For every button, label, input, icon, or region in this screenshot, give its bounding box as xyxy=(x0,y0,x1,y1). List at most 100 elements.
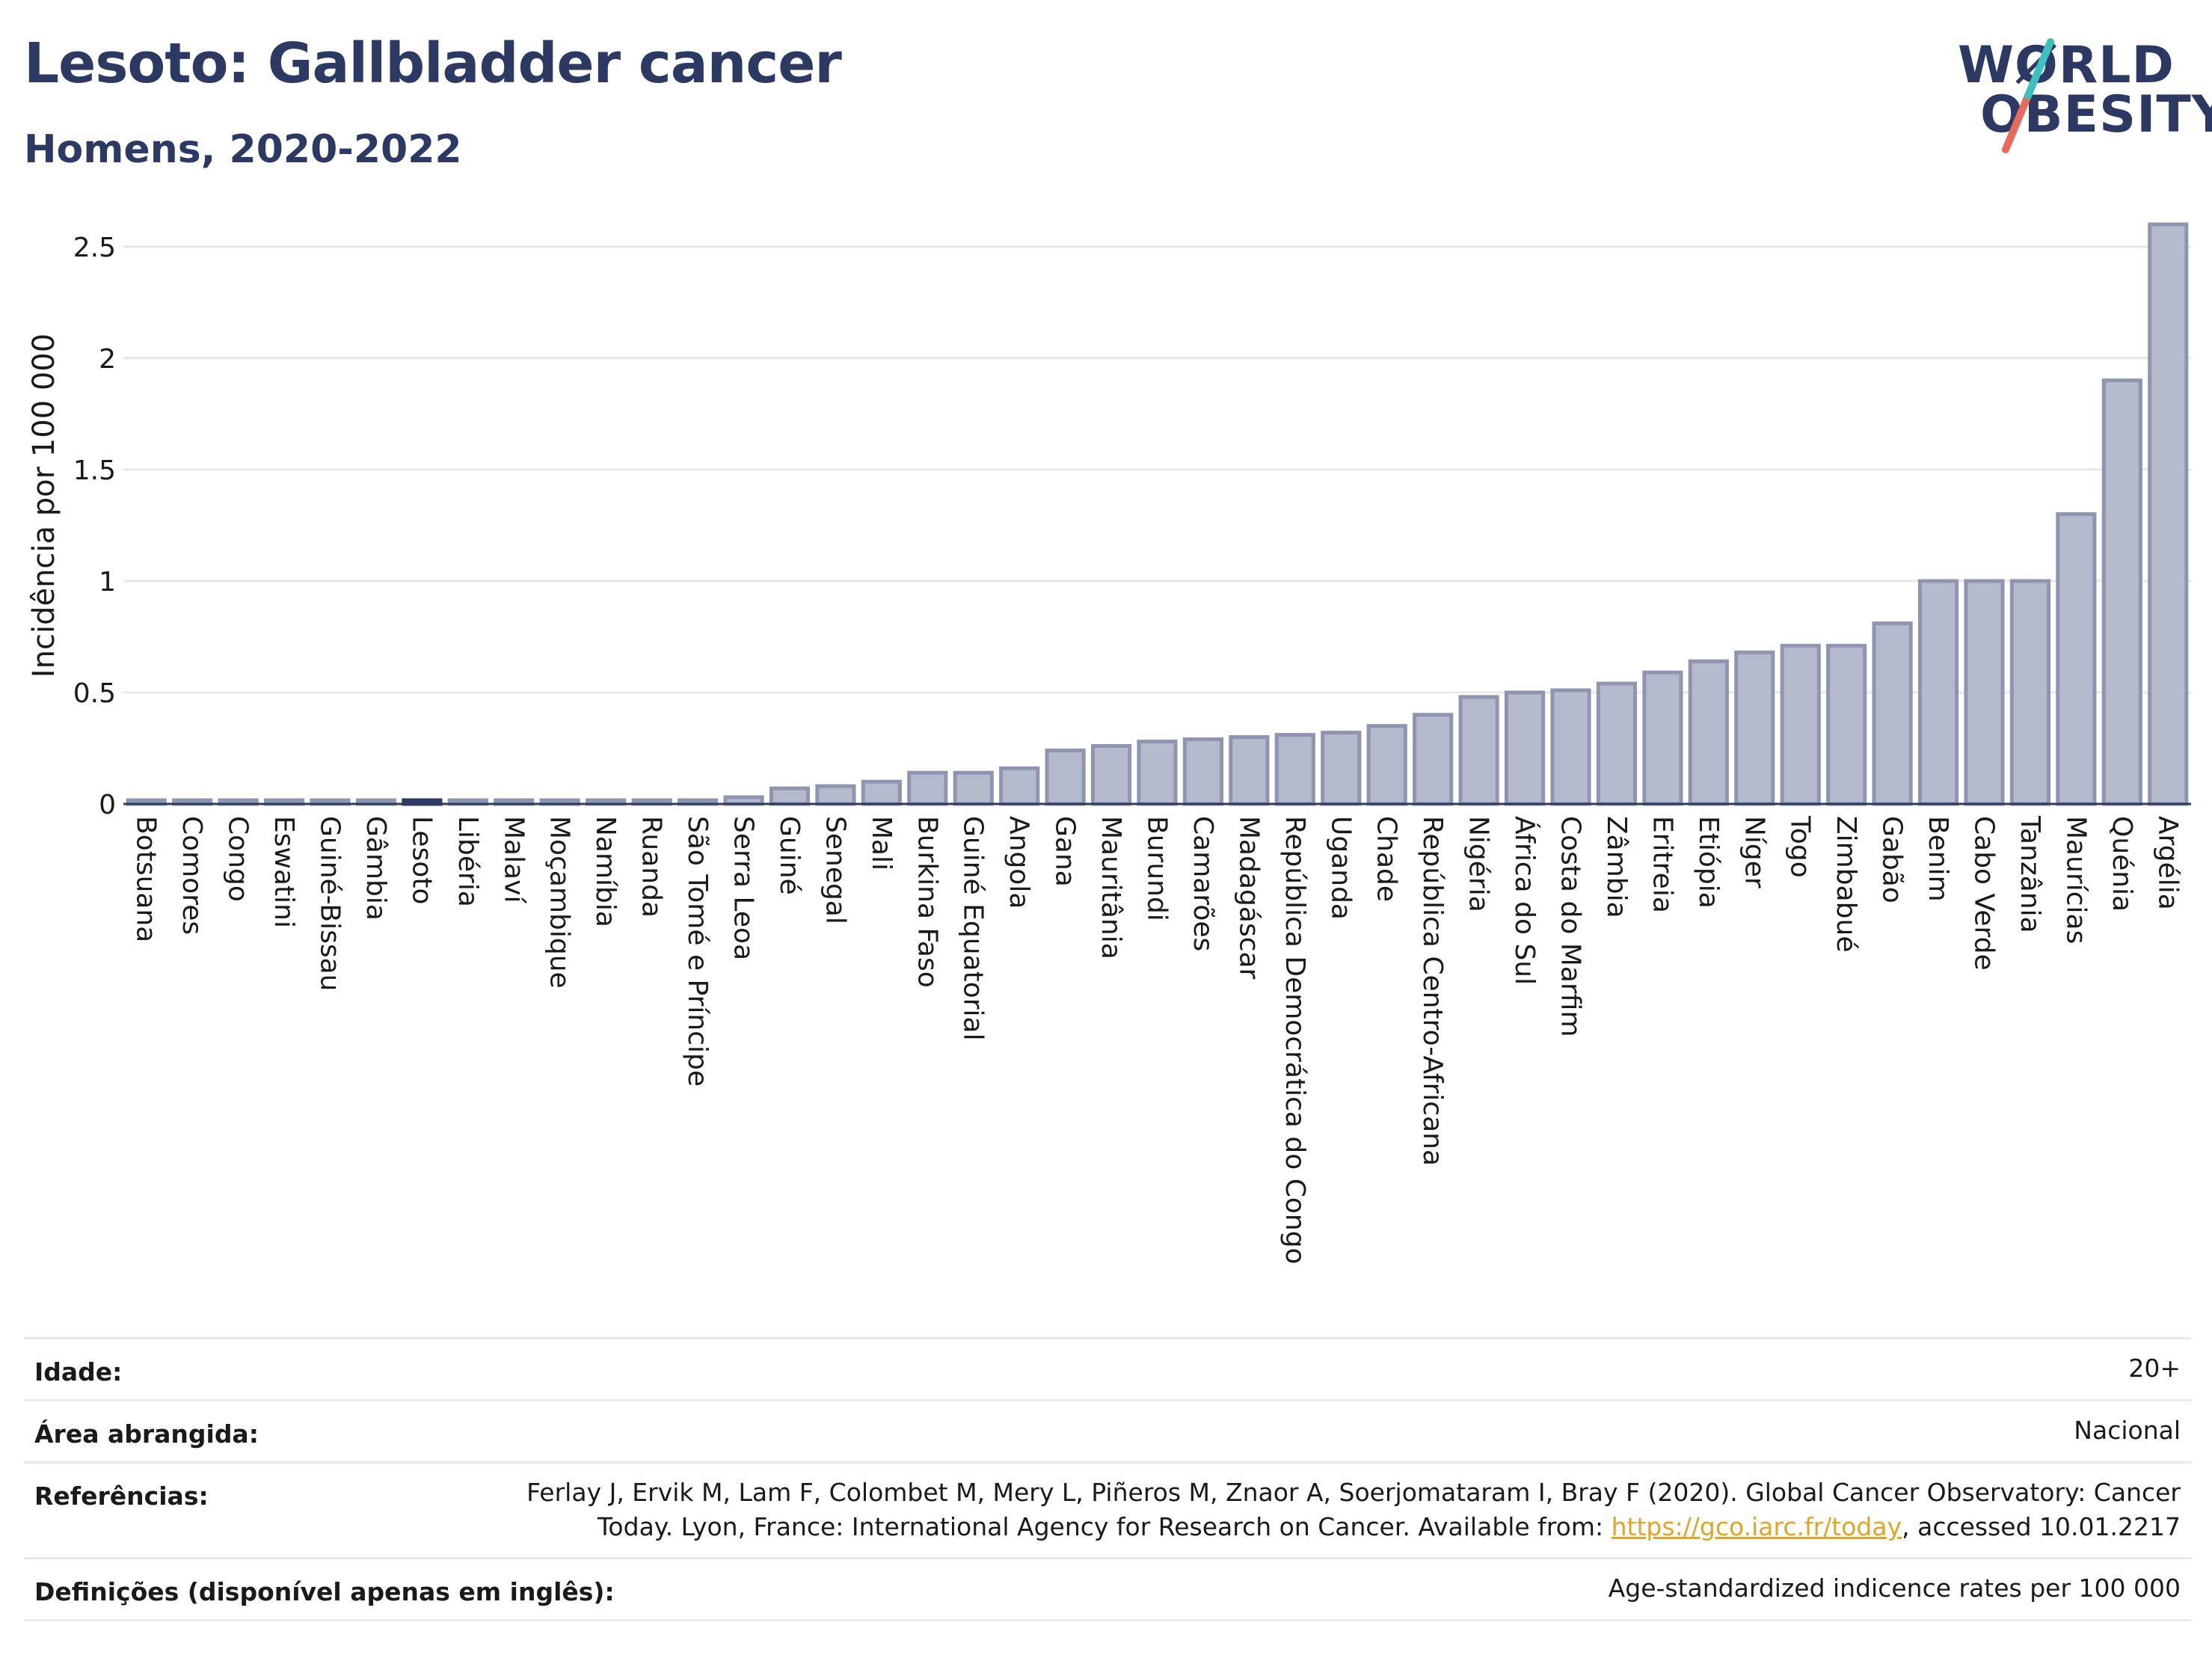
x-tick-label: Guiné-Bissau xyxy=(315,816,345,991)
x-tick-label: Zâmbia xyxy=(1601,816,1632,918)
x-tick-label: Senegal xyxy=(820,816,850,924)
bar-cabo-verde[interactable] xyxy=(1964,579,2005,806)
bar-guin-equatorial[interactable] xyxy=(953,770,994,806)
bar-tanz-nia[interactable] xyxy=(2009,579,2051,806)
reference-line-1: Ferlay J, Ervik M, Lam F, Colombet M, Me… xyxy=(526,1478,2181,1507)
logo-slash-icon xyxy=(2002,38,2054,153)
world-obesity-logo[interactable]: WØRLD OBESITY xyxy=(1944,30,2212,157)
info-row-definitions: Definições (disponível apenas em inglês)… xyxy=(24,1557,2191,1621)
bar-gana[interactable] xyxy=(1045,748,1086,806)
bar-eti-pia[interactable] xyxy=(1688,659,1729,806)
x-axis-tick-labels: Botsuana Comores Congo Eswatini Guiné-Bissau… xyxy=(131,815,2184,1265)
y-tick-label: 2.5 xyxy=(73,233,116,263)
bar-qu-nia[interactable] xyxy=(2101,378,2142,806)
reference-line-2: Today. Lyon, France: International Agenc… xyxy=(526,1510,2181,1544)
x-tick-label: Benim xyxy=(1923,816,1953,902)
bar-n-ger[interactable] xyxy=(1734,650,1775,806)
info-value: Ferlay J, Ervik M, Lam F, Colombet M, Me… xyxy=(526,1476,2181,1544)
x-tick-label: Eswatini xyxy=(268,816,299,928)
x-tick-label: Comores xyxy=(176,816,207,935)
x-tick-label: Gâmbia xyxy=(360,816,391,921)
x-tick-label: Madagáscar xyxy=(1233,816,1264,980)
x-tick-label: Libéria xyxy=(452,816,483,907)
bar-benim[interactable] xyxy=(1917,579,1959,806)
bar-guin-[interactable] xyxy=(769,786,811,806)
info-row-area: Área abrangida: Nacional xyxy=(24,1399,2191,1461)
x-tick-label: República Democrática do Congo xyxy=(1279,816,1310,1265)
bar-camar-es[interactable] xyxy=(1182,737,1224,806)
x-tick-label: Moçambique xyxy=(544,816,575,989)
x-tick-label: África do Sul xyxy=(1509,816,1540,985)
reference-link[interactable]: https://gco.iarc.fr/today xyxy=(1611,1512,1902,1541)
bar-rep-blica-democr-tica-do-congo[interactable] xyxy=(1274,733,1315,806)
y-tick-label: 1 xyxy=(99,567,116,598)
x-tick-label: Costa do Marfim xyxy=(1555,816,1586,1037)
x-tick-label: Botsuana xyxy=(131,816,162,942)
bar-maur-cias[interactable] xyxy=(2056,512,2097,806)
bar-chade[interactable] xyxy=(1366,724,1407,806)
x-tick-label: Burkina Faso xyxy=(912,816,942,988)
bar-gab-o[interactable] xyxy=(1872,621,1913,806)
x-tick-label: Namíbia xyxy=(590,816,621,927)
x-tick-label: Uganda xyxy=(1325,816,1356,920)
bar--frica-do-sul[interactable] xyxy=(1504,690,1546,806)
x-tick-label: Chade xyxy=(1371,816,1402,902)
info-table: Idade: 20+ Área abrangida: Nacional Refe… xyxy=(24,1337,2191,1621)
bar-senegal[interactable] xyxy=(815,784,856,806)
bar-maurit-nia[interactable] xyxy=(1090,744,1132,806)
page-title: Lesoto: Gallbladder cancer xyxy=(24,31,842,96)
x-tick-label: Lesoto xyxy=(406,816,437,905)
bar-rep-blica-centro-africana[interactable] xyxy=(1413,713,1454,806)
x-tick-label: Cabo Verde xyxy=(1969,816,2000,971)
x-tick-label: São Tomé e Príncipe xyxy=(682,816,713,1087)
info-row-references: Referências: Ferlay J, Ervik M, Lam F, C… xyxy=(24,1461,2191,1557)
x-tick-label: República Centro-Africana xyxy=(1417,816,1448,1166)
x-tick-label: Etiópia xyxy=(1693,816,1724,909)
info-value: Age-standardized indicence rates per 100… xyxy=(1608,1573,2181,1603)
x-tick-label: Mali xyxy=(866,816,897,871)
bar-chart: 0 0.5 1 1.5 2 2.5 Incidência por 100 000 Bots… xyxy=(27,222,2191,1265)
x-tick-label: Guiné xyxy=(774,816,805,895)
x-tick-label: Camarões xyxy=(1188,816,1218,951)
x-tick-label: Eritreia xyxy=(1647,816,1677,913)
x-tick-label: Tanzânia xyxy=(2015,815,2045,933)
x-tick-label: Congo xyxy=(223,816,254,902)
bar-zimbabu-[interactable] xyxy=(1826,643,1867,806)
bars xyxy=(126,222,2189,806)
x-tick-label: Gabão xyxy=(1877,816,1908,903)
bar-z-mbia[interactable] xyxy=(1596,681,1638,806)
page-subtitle: Homens, 2020-2022 xyxy=(24,127,462,172)
x-tick-label: Serra Leoa xyxy=(728,816,759,960)
info-label: Definições (disponível apenas em inglês)… xyxy=(34,1577,615,1606)
bar-angola[interactable] xyxy=(999,766,1040,806)
x-tick-label: Gana xyxy=(1050,816,1081,887)
info-label: Idade: xyxy=(34,1357,123,1387)
x-tick-label: Argélia xyxy=(2152,816,2183,910)
logo-line-1: WØRLD xyxy=(1958,36,2175,95)
bar-nig-ria[interactable] xyxy=(1458,695,1499,806)
x-tick-label: Ruanda xyxy=(636,816,667,918)
bar-madag-scar[interactable] xyxy=(1229,735,1270,806)
x-tick-label: Burundi xyxy=(1142,816,1173,921)
x-tick-label: Níger xyxy=(1739,816,1769,888)
x-tick-label: Angola xyxy=(1004,816,1034,909)
bar-burundi[interactable] xyxy=(1137,740,1178,806)
x-tick-label: Togo xyxy=(1785,815,1816,878)
bar-mali[interactable] xyxy=(861,779,902,806)
info-row-age: Idade: 20+ xyxy=(24,1337,2191,1399)
bar-burkina-faso[interactable] xyxy=(907,770,948,806)
y-tick-label: 2 xyxy=(99,344,116,375)
x-tick-label: Zimbabué xyxy=(1831,816,1861,952)
info-value: Nacional xyxy=(2074,1416,2181,1445)
y-tick-label: 1.5 xyxy=(73,455,116,486)
info-label: Área abrangida: xyxy=(34,1419,259,1449)
bar-eritreia[interactable] xyxy=(1642,670,1683,806)
reference-text: , accessed 10.01.2217 xyxy=(1902,1512,2181,1541)
bar-costa-do-marfim[interactable] xyxy=(1550,688,1591,806)
bar-arg-lia[interactable] xyxy=(2148,222,2189,806)
bar-uganda[interactable] xyxy=(1321,731,1362,806)
bar-togo[interactable] xyxy=(1780,643,1821,806)
reference-text: Today. Lyon, France: International Agenc… xyxy=(597,1512,1612,1541)
x-tick-label: Mauritânia xyxy=(1096,816,1126,959)
y-tick-label: 0 xyxy=(99,790,116,820)
